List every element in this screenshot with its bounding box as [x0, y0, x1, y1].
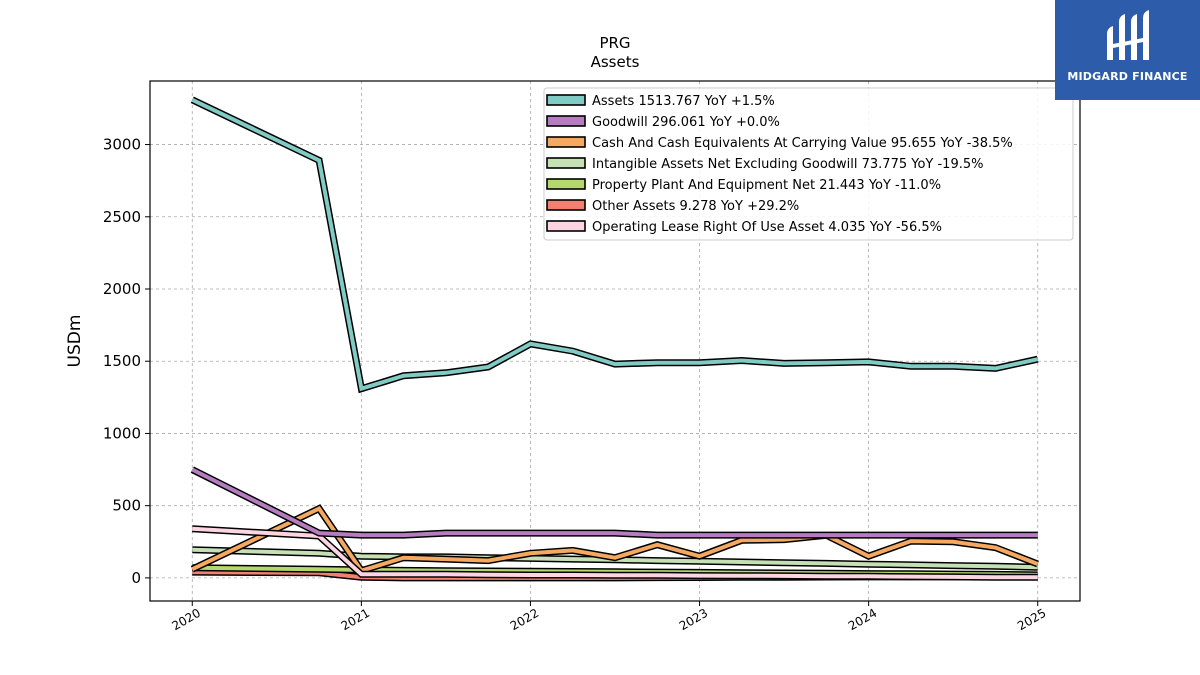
y-axis: 0 500 1000 1500 2000 2500 3000 — [103, 136, 150, 587]
midgard-finance-logo: MIDGARD FINANCE — [1055, 0, 1200, 100]
legend-entry: Goodwill 296.061 YoY +0.0% — [592, 115, 780, 130]
legend-entry: Other Assets 9.278 YoY +29.2% — [592, 199, 799, 214]
legend-swatch — [546, 199, 586, 211]
x-tick-label: 2023 — [677, 606, 710, 633]
legend-entry: Property Plant And Equipment Net 21.443 … — [592, 178, 941, 193]
legend-swatch — [546, 94, 586, 106]
x-tick-label: 2020 — [170, 606, 203, 633]
x-tick-label: 2021 — [339, 606, 372, 633]
series-line — [191, 506, 1039, 574]
logo-text: MIDGARD FINANCE — [1067, 70, 1188, 83]
series-line — [192, 526, 1038, 580]
x-tick-label: 2022 — [508, 606, 541, 633]
y-axis-label: USDm — [65, 315, 85, 368]
legend: Assets 1513.767 YoY +1.5% Goodwill 296.06… — [543, 87, 1074, 241]
y-tick-label: 1000 — [103, 424, 141, 442]
legend-swatch — [546, 157, 586, 169]
y-tick-label: 2500 — [103, 208, 141, 226]
legend-swatch — [546, 115, 586, 127]
x-axis: 2020 2021 2022 2023 2024 2025 — [170, 601, 1048, 633]
legend-entry: Intangible Assets Net Excluding Goodwill… — [592, 157, 983, 172]
x-tick-label: 2024 — [846, 606, 879, 633]
legend-box — [543, 87, 1074, 241]
series-line — [191, 97, 1039, 392]
series-line — [191, 467, 1038, 538]
chart-title: PRG — [599, 34, 630, 52]
legend-swatch — [546, 178, 586, 190]
legend-swatch — [546, 220, 586, 232]
logo-mark-icon — [1107, 10, 1149, 60]
legend-swatch — [546, 136, 586, 148]
y-tick-label: 0 — [131, 569, 141, 587]
x-tick-label: 2025 — [1015, 606, 1048, 633]
y-tick-label: 2000 — [103, 280, 141, 298]
y-tick-label: 1500 — [103, 352, 141, 370]
plot-frame — [149, 80, 1081, 602]
y-tick-label: 500 — [112, 497, 141, 515]
series-lines — [190, 96, 1039, 582]
legend-entry: Assets 1513.767 YoY +1.5% — [592, 94, 775, 109]
series-line-outline — [190, 466, 1038, 539]
legend-entry: Operating Lease Right Of Use Asset 4.035… — [592, 220, 942, 235]
y-tick-label: 3000 — [103, 136, 141, 154]
legend-entry: Cash And Cash Equivalents At Carrying Va… — [592, 136, 1013, 151]
chart-subtitle: Assets — [591, 53, 640, 71]
